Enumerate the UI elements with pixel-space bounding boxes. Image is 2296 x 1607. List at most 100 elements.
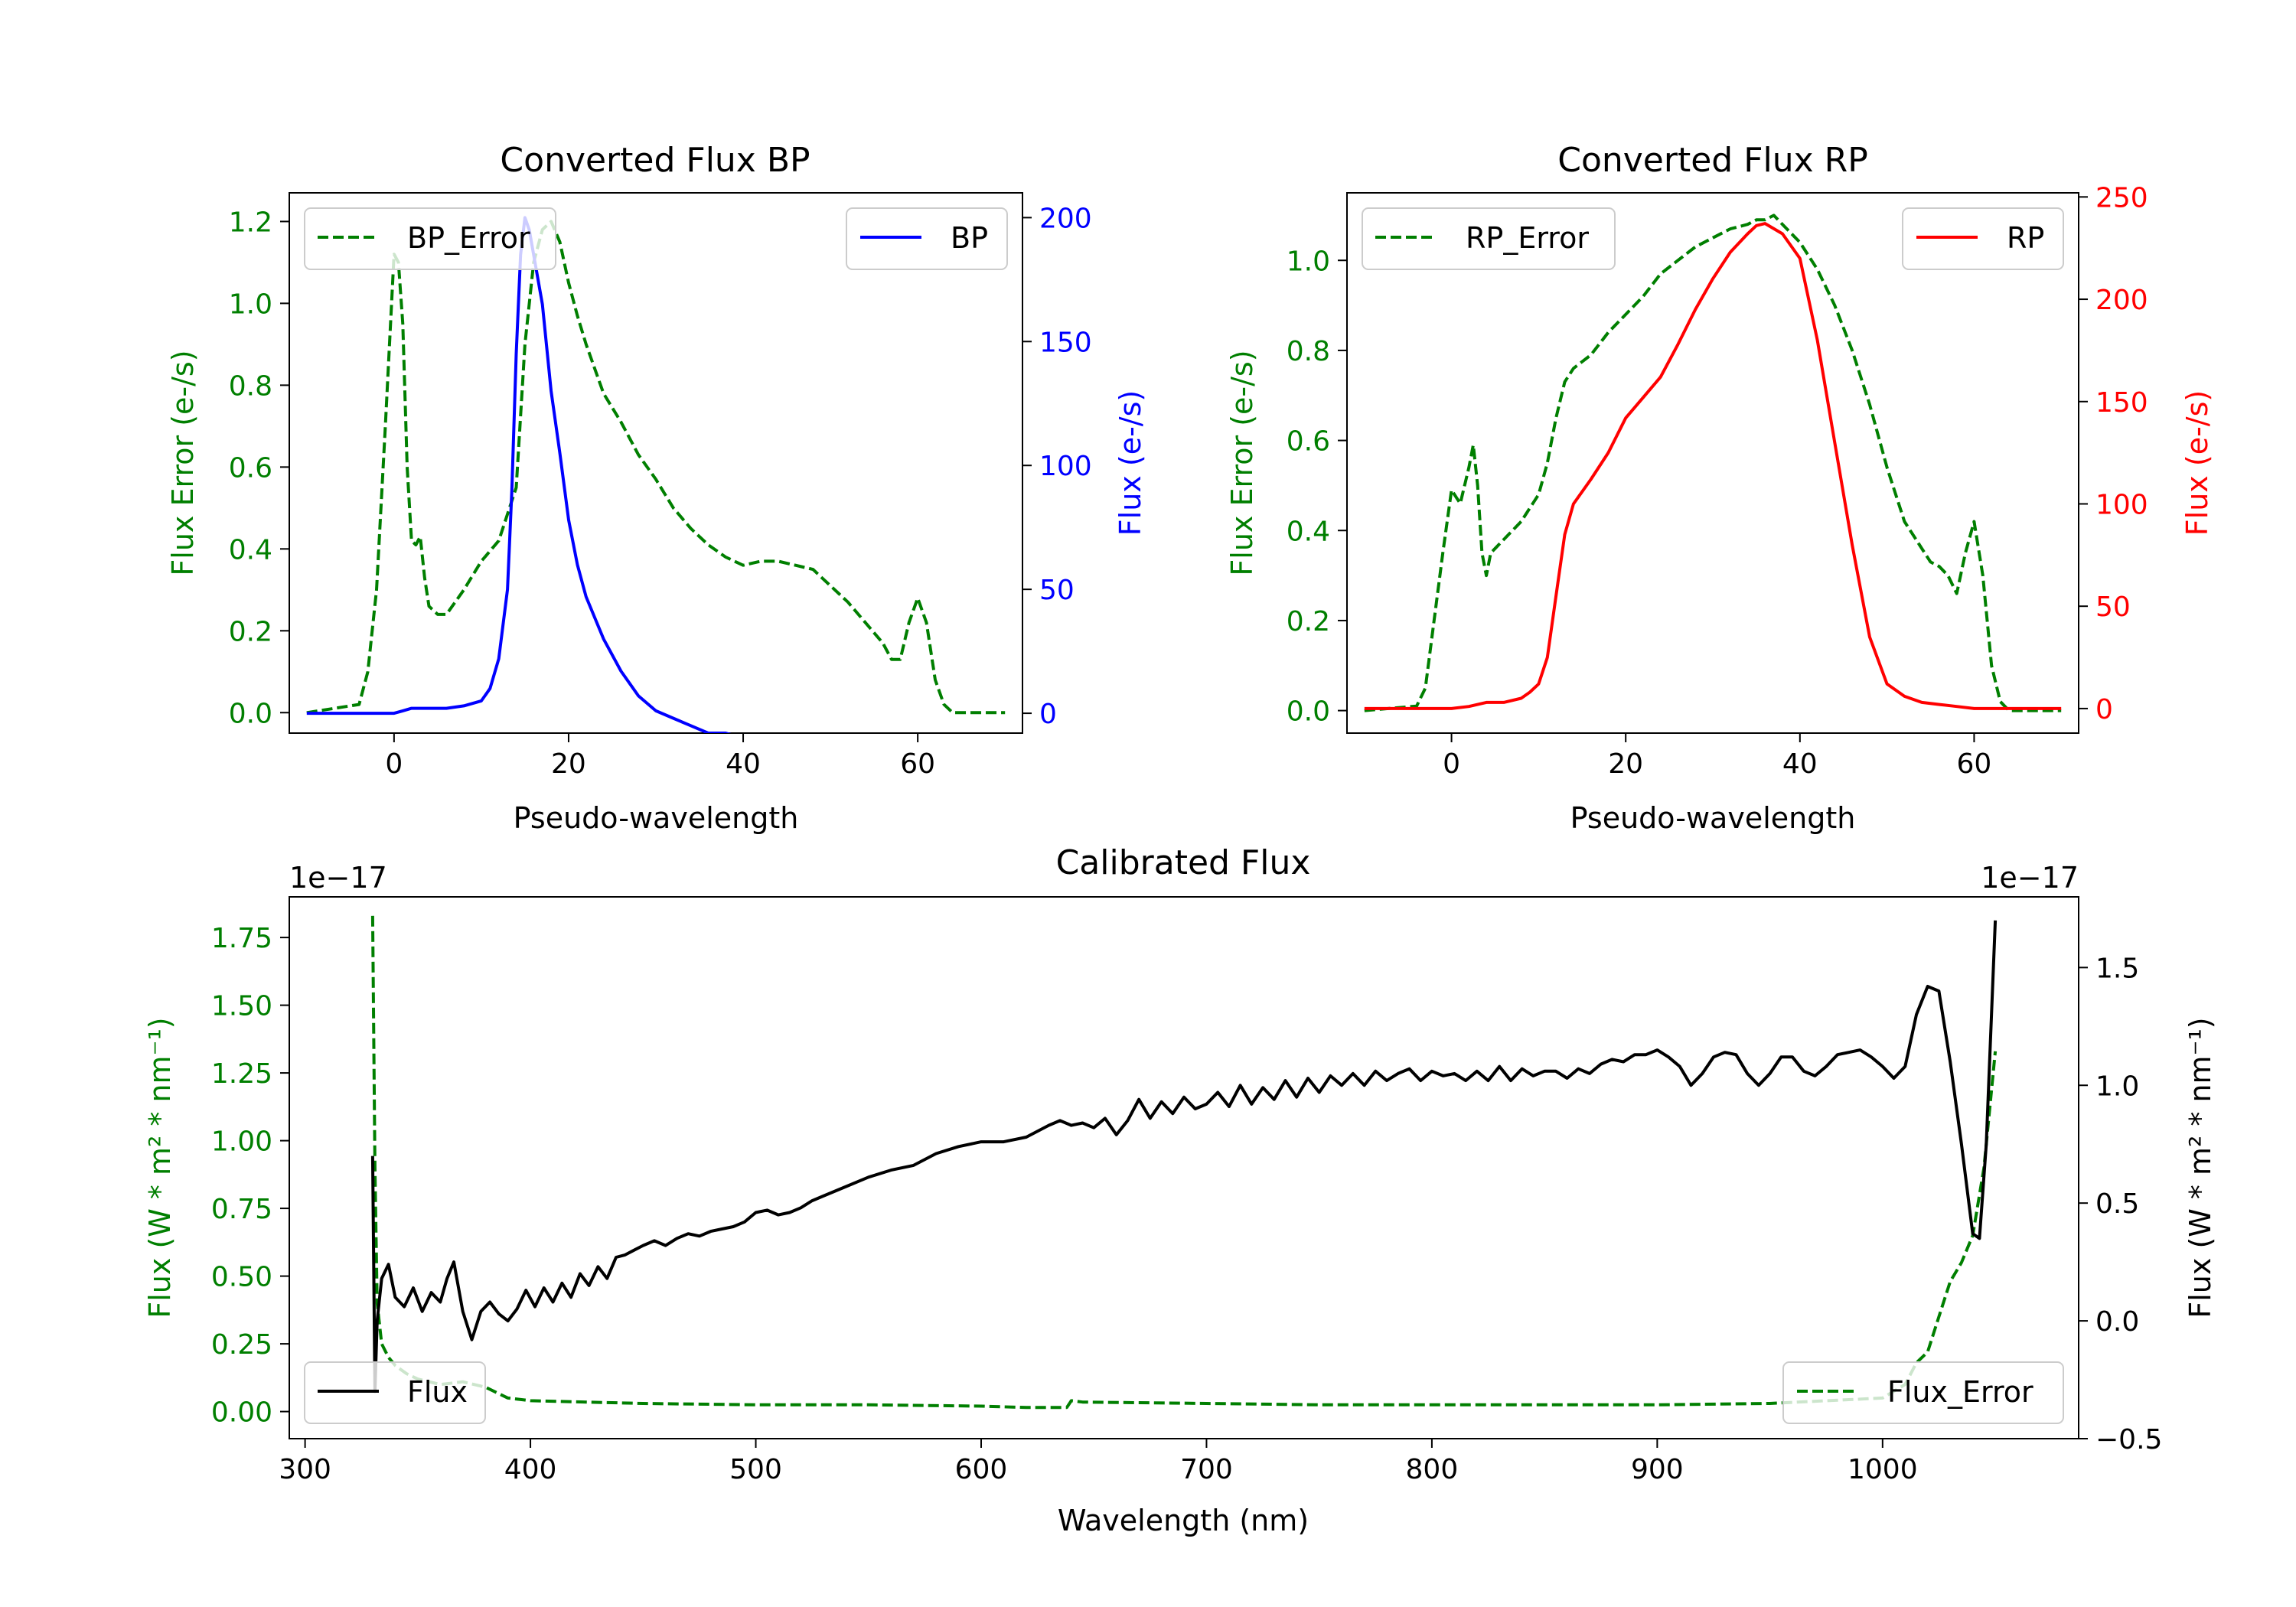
bp-left-tick-label: 0.4 [229,534,272,566]
rp-series-rp [1364,222,2062,710]
bp-legend-flux: BP [846,207,1008,270]
cal-xlabel: Wavelength (nm) [1058,1504,1309,1537]
cal-right-ylabel: Flux (W * m² * nm⁻¹) [2183,1017,2217,1318]
bp-left-tick-label: 0.2 [229,616,272,647]
cal-left-ylabel: Flux (W * m² * nm⁻¹) [143,1017,177,1318]
cal-left-tick-label: 1.25 [211,1058,272,1090]
bp-right-ylabel: Flux (e-/s) [1114,390,1147,536]
rp-right-tick-label: 150 [2095,387,2148,419]
cal-xtick-label: 900 [1631,1454,1684,1485]
rp-right-ylabel: Flux (e-/s) [2180,390,2214,536]
bp-legend-flux-label: BP [951,221,988,255]
bp-left-tick-label: 0.0 [229,698,272,729]
bp-right-tick-label: 100 [1039,451,1092,482]
cal-xtick-label: 500 [729,1454,782,1485]
cal-xtick-label: 700 [1180,1454,1233,1485]
bp-legend-error-label: BP_Error [407,221,530,255]
bp-series-bp [306,216,732,733]
panel-rp: Converted Flux RP 0.0 0.2 0.4 0.6 0.8 1.0 0 50… [1225,141,2214,835]
cal-xtick-label: 1000 [1848,1454,1918,1485]
cal-left-tick-label: 1.00 [211,1126,272,1158]
cal-right-tick-label: 0.5 [2095,1188,2139,1220]
rp-left-tick-label: 0.6 [1287,426,1330,458]
bp-legend-error: BP_Error [304,207,556,270]
bp-left-axis: 0.0 0.2 0.4 0.6 0.8 1.0 1.2 [229,207,289,729]
cal-left-tick-label: 0.00 [211,1397,272,1429]
cal-series-flux-error [370,915,1998,1410]
bp-right-tick-label: 0 [1039,699,1057,730]
panel-bp: Converted Flux BP 0.00.20.40.60.81.01.2 … [166,141,1147,835]
cal-legend-flux-label: Flux [407,1375,468,1409]
rp-xtick-label: 0 [1443,748,1460,780]
cal-legend-flux: Flux [304,1361,486,1424]
bp-xtick-label: 0 [385,748,403,780]
rp-left-tick-label: 0.8 [1287,336,1330,367]
bp-title: Converted Flux BP [500,141,810,180]
rp-xtick-label: 60 [1957,748,1992,780]
bp-xtick-label: 60 [900,748,935,780]
rp-right-tick-label: 200 [2095,285,2148,316]
cal-left-tick-label: 1.50 [211,991,272,1022]
rp-legend-error-label: RP_Error [1466,221,1589,255]
bp-xtick-label: 40 [726,748,761,780]
bp-left-tick-label: 1.0 [229,288,272,320]
rp-right-tick-label: 100 [2095,489,2148,520]
rp-right-axis: 0 50 100 150 200 250 [2079,182,2148,725]
bp-series [306,216,1006,733]
rp-series-rp-error [1364,214,2062,712]
rp-legend-flux-label: RP [2007,221,2044,255]
rp-xlabel: Pseudo-wavelength [1570,801,1856,835]
bp-xtick-label: 20 [551,748,586,780]
rp-right-tick-label: 0 [2095,694,2113,725]
rp-left-tick-label: 0.4 [1287,516,1330,547]
bp-right-axis: 0 50 100 150 200 [1022,203,1092,730]
cal-left-tick-label: 0.25 [211,1329,272,1361]
rp-legend-error: RP_Error [1362,207,1616,270]
cal-right-offset: 1e−17 [1981,861,2079,895]
bp-xlabel: Pseudo-wavelength [514,801,799,835]
cal-series [370,915,1998,1410]
cal-title: Calibrated Flux [1056,843,1311,882]
cal-left-offset: 1e−17 [289,861,387,895]
cal-left-tick-label: 0.75 [211,1194,272,1225]
rp-x-axis: 0 20 40 60 [1443,733,1991,780]
bp-plot-frame [289,192,1023,734]
cal-legend-error-label: Flux_Error [1887,1375,2033,1409]
cal-right-axis: −0.5 0.0 0.5 1.0 1.5 [2079,953,2162,1455]
bp-right-tick-label: 50 [1039,575,1075,606]
cal-plot-frame [289,896,2079,1439]
rp-left-ylabel: Flux Error (e-/s) [1225,350,1259,575]
bp-series-bp-error [306,220,1006,715]
cal-right-tick-label: 0.0 [2095,1306,2139,1338]
cal-x-axis: 300 400 500 600 700 800 900 1000 [279,1439,1918,1485]
cal-xtick-label: 300 [279,1454,331,1485]
rp-series [1364,214,2062,712]
bp-left-tick-label: 0.6 [229,452,272,484]
bp-left-tick-label: 1.2 [229,207,272,238]
panel-calibrated: Calibrated Flux 0.00 0.25 0.50 0.75 1.00 1.25… [143,843,2217,1537]
bp-right-tick-label: 200 [1039,203,1092,234]
rp-title: Converted Flux RP [1557,141,1868,180]
bp-left-tick-label: 0.8 [229,370,272,402]
rp-left-tick-label: 1.0 [1287,246,1330,277]
cal-xtick-label: 800 [1406,1454,1459,1485]
cal-xtick-label: 400 [504,1454,557,1485]
rp-xtick-label: 40 [1782,748,1818,780]
bp-left-ylabel: Flux Error (e-/s) [166,350,200,575]
rp-xtick-label: 20 [1608,748,1643,780]
bp-x-axis: 0 20 40 60 [385,733,935,780]
rp-left-tick-label: 0.0 [1287,696,1330,728]
cal-series-flux [370,920,1998,1393]
rp-left-tick-label: 0.2 [1287,606,1330,637]
cal-left-axis: 0.00 0.25 0.50 0.75 1.00 1.25 1.50 1.75 [211,923,289,1429]
bp-right-tick-label: 150 [1039,327,1092,358]
rp-left-axis: 0.0 0.2 0.4 0.6 0.8 1.0 [1287,246,1347,728]
rp-right-tick-label: 250 [2095,182,2148,214]
rp-legend-flux: RP [1902,207,2064,270]
cal-xtick-label: 600 [955,1454,1008,1485]
cal-right-tick-label: 1.5 [2095,953,2139,984]
cal-left-tick-label: 1.75 [211,923,272,954]
cal-legend-error: Flux_Error [1782,1361,2064,1424]
rp-right-tick-label: 50 [2095,592,2131,623]
